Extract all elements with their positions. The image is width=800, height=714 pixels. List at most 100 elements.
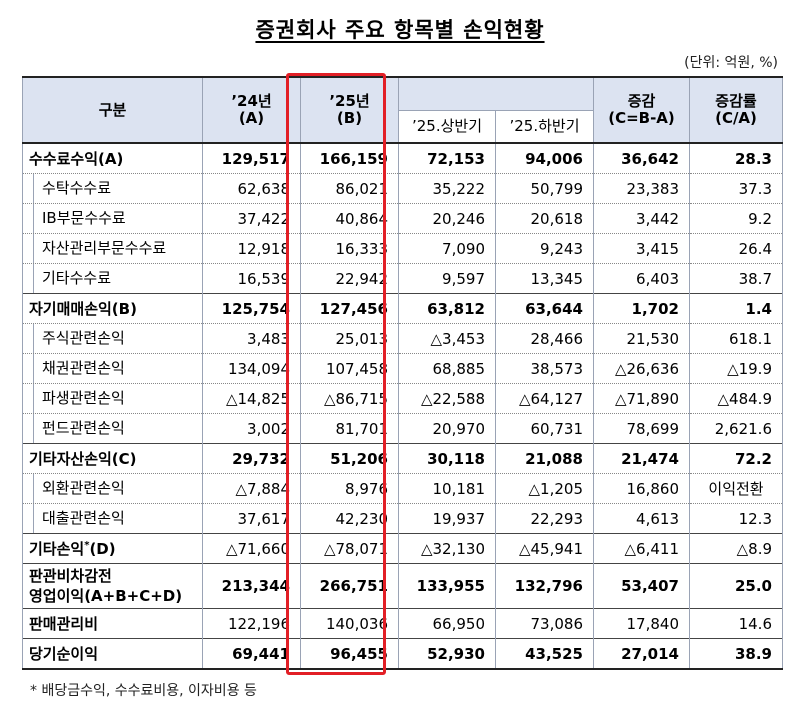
cell: 134,094 xyxy=(202,353,301,384)
cell: 22,942 xyxy=(300,263,399,294)
cell: 29,732 xyxy=(202,443,301,474)
row-label: 수수료수익(A) xyxy=(22,142,203,174)
cell: 50,799 xyxy=(495,173,594,204)
table-row-net-income: 당기순이익 69,441 96,455 52,930 43,525 27,014… xyxy=(22,638,783,670)
cell: △71,890 xyxy=(593,383,690,414)
cell: △32,130 xyxy=(398,533,496,564)
cell: 1.4 xyxy=(689,293,783,324)
cell: 78,699 xyxy=(593,413,690,444)
cell: 96,455 xyxy=(300,638,399,670)
cell: 12.3 xyxy=(689,503,783,534)
header-change: 증감 (C=B-A) xyxy=(593,76,690,144)
cell: 21,088 xyxy=(495,443,594,474)
cell: 19,937 xyxy=(398,503,496,534)
cell: 40,864 xyxy=(300,203,399,234)
table-row: 기타자산손익(C) 29,732 51,206 30,118 21,088 21,474 7… xyxy=(22,443,783,474)
table-row: 파생관련손익 △14,825 △86,715 △22,588 △64,127 △71,89… xyxy=(22,383,783,414)
cell: 66,950 xyxy=(398,608,496,639)
cell: 133,955 xyxy=(398,563,496,609)
table-row: 외환관련손익 △7,884 8,976 10,181 △1,205 16,860 이익전환 xyxy=(22,473,783,504)
row-label: 펀드관련손익 xyxy=(22,413,203,444)
cell: 10,181 xyxy=(398,473,496,504)
cell: 14.6 xyxy=(689,608,783,639)
row-label: 자산관리부문수수료 xyxy=(22,233,203,264)
cell: △22,588 xyxy=(398,383,496,414)
row-label: 판관비차감전 영업이익(A+B+C+D) xyxy=(22,563,203,609)
cell: △86,715 xyxy=(300,383,399,414)
cell: 21,530 xyxy=(593,323,690,354)
header-2025: ’25년 (B) xyxy=(300,76,399,144)
cell: 132,796 xyxy=(495,563,594,609)
cell: 618.1 xyxy=(689,323,783,354)
cell: 37,617 xyxy=(202,503,301,534)
cell: 63,812 xyxy=(398,293,496,324)
cell: 86,021 xyxy=(300,173,399,204)
table-row-sga: 판매관리비 122,196 140,036 66,950 73,086 17,8… xyxy=(22,608,783,639)
cell: 53,407 xyxy=(593,563,690,609)
cell: 125,754 xyxy=(202,293,301,324)
unit-note: (단위: 억원, %) xyxy=(684,55,778,71)
cell: 3,442 xyxy=(593,203,690,234)
cell: 8,976 xyxy=(300,473,399,504)
cell: 3,415 xyxy=(593,233,690,264)
cell: 1,702 xyxy=(593,293,690,324)
table-row: 대출관련손익 37,617 42,230 19,937 22,293 4,613 12.3 xyxy=(22,503,783,534)
cell: 4,613 xyxy=(593,503,690,534)
row-label: 수탁수수료 xyxy=(22,173,203,204)
cell: 20,618 xyxy=(495,203,594,234)
cell: △19.9 xyxy=(689,353,783,384)
page-title: 증권회사 주요 항목별 손익현황 xyxy=(255,18,545,42)
row-label: 주식관련손익 xyxy=(22,323,203,354)
cell: △64,127 xyxy=(495,383,594,414)
cell: 73,086 xyxy=(495,608,594,639)
cell: △71,660 xyxy=(202,533,301,564)
table-body: 수수료수익(A) 129,517 166,159 72,153 94,006 36,642… xyxy=(22,142,783,670)
cell: 17,840 xyxy=(593,608,690,639)
header-half-group xyxy=(398,76,594,111)
cell: 38.9 xyxy=(689,638,783,670)
cell: 16,539 xyxy=(202,263,301,294)
cell: 37.3 xyxy=(689,173,783,204)
cell: 26.4 xyxy=(689,233,783,264)
table-row: 펀드관련손익 3,002 81,701 20,970 60,731 78,699 2,621… xyxy=(22,413,783,444)
cell: 122,196 xyxy=(202,608,301,639)
cell: 72,153 xyxy=(398,142,496,174)
cell: 51,206 xyxy=(300,443,399,474)
cell: 20,970 xyxy=(398,413,496,444)
cell: 16,333 xyxy=(300,233,399,264)
cell: 27,014 xyxy=(593,638,690,670)
cell: 3,002 xyxy=(202,413,301,444)
cell: 23,383 xyxy=(593,173,690,204)
cell: △8.9 xyxy=(689,533,783,564)
cell: 21,474 xyxy=(593,443,690,474)
row-label: 판매관리비 xyxy=(22,608,203,639)
table-row: IB부문수수료 37,422 40,864 20,246 20,618 3,442 9.2 xyxy=(22,203,783,234)
cell: 25,013 xyxy=(300,323,399,354)
cell: 69,441 xyxy=(202,638,301,670)
cell: △484.9 xyxy=(689,383,783,414)
cell: △45,941 xyxy=(495,533,594,564)
cell: 107,458 xyxy=(300,353,399,384)
cell: 3,483 xyxy=(202,323,301,354)
cell: 127,456 xyxy=(300,293,399,324)
cell: △14,825 xyxy=(202,383,301,414)
row-label: 채권관련손익 xyxy=(22,353,203,384)
cell: 16,860 xyxy=(593,473,690,504)
cell: 37,422 xyxy=(202,203,301,234)
table-row: 기타수수료 16,539 22,942 9,597 13,345 6,403 38.7 xyxy=(22,263,783,294)
cell: 43,525 xyxy=(495,638,594,670)
cell: 52,930 xyxy=(398,638,496,670)
row-label: 파생관련손익 xyxy=(22,383,203,414)
cell: 12,918 xyxy=(202,233,301,264)
cell: 13,345 xyxy=(495,263,594,294)
cell: 68,885 xyxy=(398,353,496,384)
cell: 42,230 xyxy=(300,503,399,534)
cell: 22,293 xyxy=(495,503,594,534)
cell: 9,597 xyxy=(398,263,496,294)
table-row: 자기매매손익(B) 125,754 127,456 63,812 63,644 1,702… xyxy=(22,293,783,324)
cell: 9.2 xyxy=(689,203,783,234)
cell: 30,118 xyxy=(398,443,496,474)
row-label: 대출관련손익 xyxy=(22,503,203,534)
cell: 63,644 xyxy=(495,293,594,324)
cell: 6,403 xyxy=(593,263,690,294)
